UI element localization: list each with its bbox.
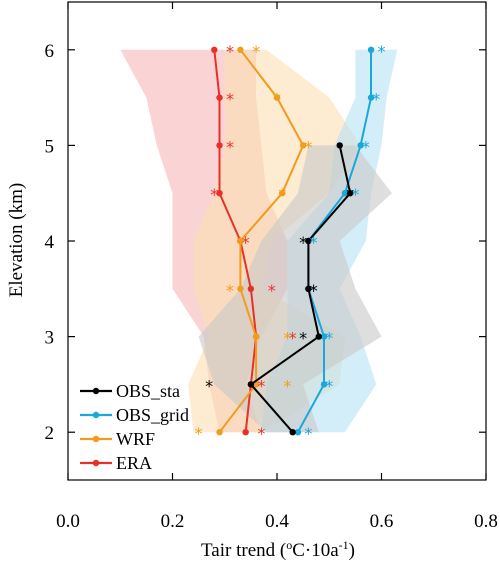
star-obs-grid-1: * [325, 376, 333, 395]
point-era-7 [216, 94, 223, 101]
star-wrf-3: * [226, 281, 234, 300]
series-lines [211, 46, 375, 436]
y-axis-label: Elevation (km) [6, 183, 27, 298]
point-obs-sta-6 [336, 142, 343, 149]
legend-marker-obs-grid [92, 411, 100, 419]
point-wrf-3 [237, 285, 244, 292]
point-obs-grid-5 [341, 190, 349, 197]
x-axis-label-exponent: -1 [339, 538, 349, 552]
point-wrf-0 [216, 429, 223, 436]
star-wrf-6: * [304, 137, 312, 156]
star-wrf-2: * [283, 329, 291, 348]
legend-label-era: ERA [116, 453, 152, 473]
star-obs-grid-2: * [325, 329, 333, 348]
point-wrf-5 [279, 190, 286, 197]
x-tick-label-0: 0.0 [56, 511, 80, 532]
legend-marker-era [92, 459, 100, 467]
star-obs-grid-7: * [372, 90, 380, 109]
point-obs-grid-8 [367, 46, 375, 53]
point-obs-sta-1 [247, 381, 255, 388]
star-obs-grid-8: * [378, 42, 386, 61]
legend-label-obs-sta: OBS_sta [116, 381, 180, 401]
point-wrf-8 [237, 46, 244, 53]
point-obs-grid-0 [294, 429, 302, 436]
series-stars: ******************************** [195, 42, 386, 443]
star-era-1: * [257, 376, 265, 395]
x-axis-label-main: Tair trend ( [201, 540, 286, 561]
point-obs-sta-0 [289, 429, 296, 436]
star-era-6: * [226, 137, 234, 156]
star-obs-grid-5: * [351, 185, 359, 204]
legend: OBS_sta OBS_grid WRF ERA [80, 381, 189, 473]
band-obs-sta [198, 145, 392, 433]
star-obs-sta-3: * [299, 233, 307, 252]
y-tick-label-1: 3 [45, 328, 55, 349]
star-obs-grid-4: * [310, 233, 318, 252]
x-axis-label-close: ) [349, 540, 355, 561]
star-obs-sta-1: * [299, 329, 307, 348]
point-wrf-4 [237, 237, 244, 245]
x-axis-label: Tair trend (oC·10a-1) [201, 538, 355, 561]
axis-ticks: 0.0 0.2 0.4 0.6 0.8 2 3 4 5 6 [45, 2, 498, 532]
point-obs-grid-2 [320, 333, 328, 340]
star-wrf-8: * [252, 42, 260, 61]
point-era-8 [211, 46, 218, 53]
x-tick-label-2: 0.4 [265, 511, 289, 532]
star-obs-sta-0: * [205, 376, 213, 395]
star-era-0: * [257, 424, 265, 443]
star-era-3: * [268, 281, 276, 300]
point-obs-grid-1 [320, 381, 328, 388]
star-obs-sta-2: * [310, 281, 318, 300]
star-era-2: * [289, 329, 297, 348]
point-obs-sta-2 [315, 333, 322, 340]
star-era-8: * [226, 42, 234, 61]
point-obs-sta-3 [305, 285, 312, 292]
point-obs-sta-5 [346, 190, 354, 197]
legend-marker-obs-sta [92, 387, 100, 395]
star-wrf-4: * [236, 233, 244, 252]
y-tick-label-2: 4 [45, 232, 55, 253]
legend-marker-wrf [92, 435, 100, 443]
y-tick-label-0: 2 [45, 423, 55, 444]
star-obs-grid-0: * [304, 424, 312, 443]
star-obs-grid-6: * [362, 137, 370, 156]
point-wrf-7 [273, 94, 281, 101]
point-obs-grid-7 [367, 94, 375, 101]
legend-label-wrf: WRF [116, 429, 155, 449]
point-obs-grid-6 [357, 142, 364, 149]
point-era-0 [242, 429, 249, 436]
point-era-3 [247, 285, 255, 292]
point-wrf-6 [299, 142, 307, 149]
y-tick-label-4: 6 [45, 41, 55, 62]
x-axis-label-degree: o [286, 538, 292, 552]
star-wrf-7: * [273, 90, 281, 109]
star-era-5: * [210, 185, 218, 204]
x-tick-label-3: 0.6 [370, 511, 394, 532]
star-obs-sta-4: * [346, 185, 354, 204]
point-wrf-2 [252, 333, 260, 340]
legend-label-obs-grid: OBS_grid [116, 405, 189, 425]
point-obs-sta-4 [305, 237, 312, 245]
star-era-7: * [226, 90, 234, 109]
x-tick-label-1: 0.2 [161, 511, 185, 532]
y-tick-label-3: 5 [45, 136, 55, 157]
star-obs-grid-3: * [310, 281, 318, 300]
star-wrf-0: * [195, 424, 203, 443]
star-wrf-1: * [283, 376, 291, 395]
point-era-6 [216, 142, 223, 149]
x-axis-label-unit: C·10a [292, 540, 339, 561]
star-era-4: * [242, 233, 250, 252]
star-wrf-5: * [278, 185, 286, 204]
point-era-5 [216, 190, 223, 197]
confidence-bands [120, 49, 398, 433]
x-tick-label-4: 0.8 [474, 511, 498, 532]
